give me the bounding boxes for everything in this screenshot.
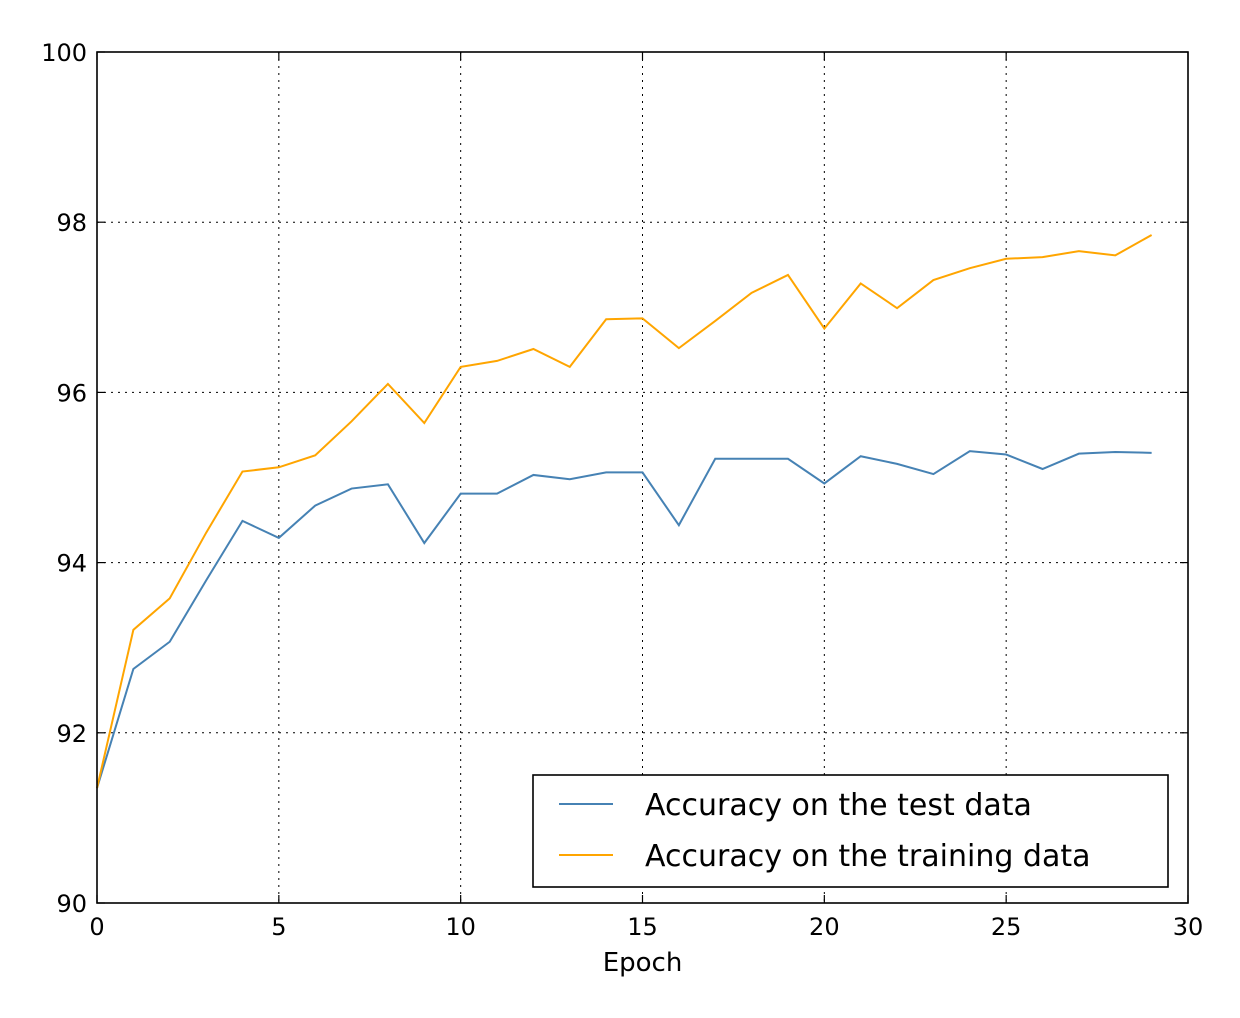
y-tick-label: 90 — [56, 890, 87, 918]
y-tick-label: 98 — [56, 209, 87, 237]
x-tick-label: 10 — [445, 913, 476, 941]
y-tick-label: 100 — [41, 39, 87, 67]
legend-box — [532, 774, 1169, 888]
series-lines — [96, 234, 1153, 789]
legend-label-0: Accuracy on the test data — [645, 788, 1032, 823]
x-tick-label: 5 — [271, 913, 286, 941]
y-tick-label: 92 — [56, 720, 87, 748]
y-tick-label: 96 — [56, 379, 87, 407]
x-tick-label: 25 — [991, 913, 1022, 941]
x-tick-label: 0 — [89, 913, 104, 941]
grid — [97, 52, 1188, 903]
x-tick-label: 15 — [627, 913, 658, 941]
legend-label-1: Accuracy on the training data — [645, 839, 1091, 874]
series-line-1 — [96, 234, 1153, 789]
series-line-0 — [96, 450, 1152, 789]
legend: Accuracy on the test data Accuracy on the… — [532, 774, 1169, 888]
x-axis-label: Epoch — [603, 948, 683, 978]
y-tick-label: 94 — [56, 550, 87, 578]
x-tick-label: 30 — [1173, 913, 1204, 941]
x-tick-label: 20 — [809, 913, 840, 941]
axis-ticks: 0 5 10 15 20 25 30 90 92 94 96 98 100 — [41, 39, 1203, 941]
